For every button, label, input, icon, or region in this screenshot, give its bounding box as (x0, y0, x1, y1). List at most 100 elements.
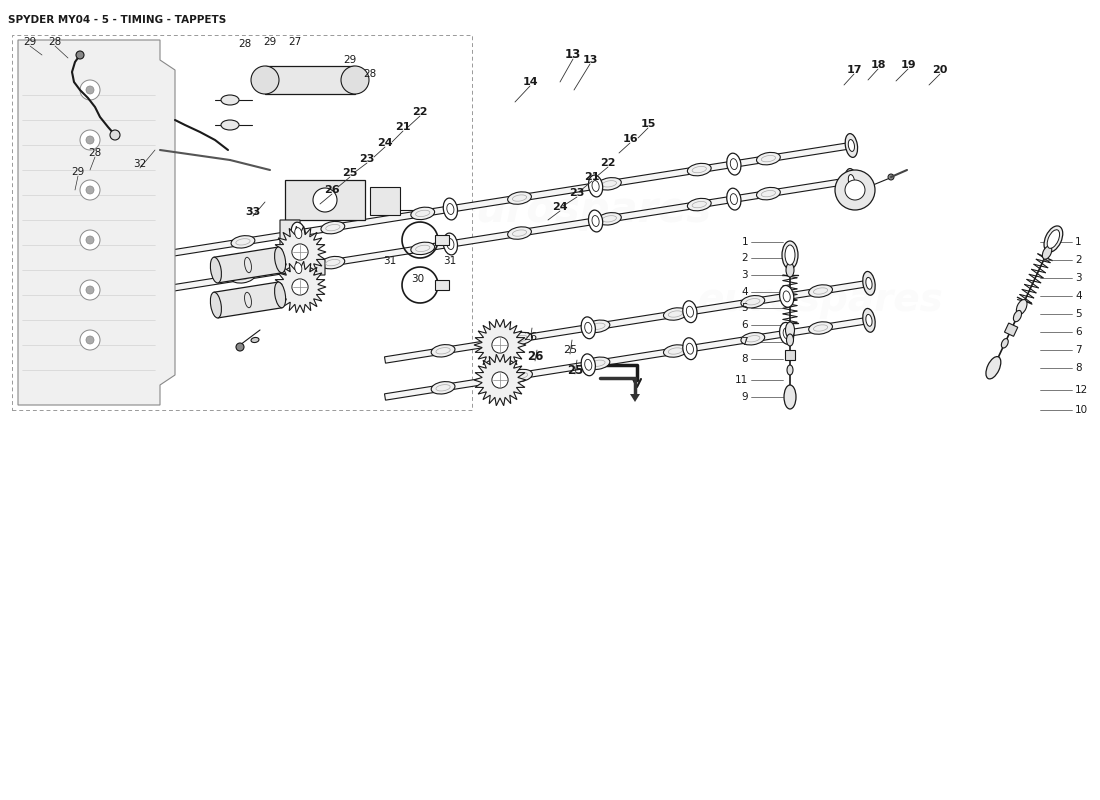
Ellipse shape (292, 257, 306, 279)
Ellipse shape (221, 95, 239, 105)
Ellipse shape (848, 139, 855, 151)
Text: 28: 28 (88, 148, 101, 158)
Text: 7: 7 (741, 337, 748, 347)
Ellipse shape (848, 174, 855, 186)
Circle shape (835, 170, 874, 210)
Polygon shape (385, 317, 869, 400)
Ellipse shape (780, 322, 794, 344)
Bar (12, 35, 472, 410)
Text: 5: 5 (1075, 309, 1081, 319)
Text: 31: 31 (443, 256, 456, 266)
Text: 2: 2 (741, 253, 748, 263)
Circle shape (86, 236, 94, 244)
Circle shape (80, 130, 100, 150)
Circle shape (292, 279, 308, 295)
Text: 29: 29 (343, 55, 356, 65)
Text: eurospares: eurospares (697, 281, 943, 319)
Ellipse shape (1043, 246, 1052, 259)
Text: 24: 24 (552, 202, 568, 212)
Ellipse shape (727, 188, 741, 210)
Text: 24: 24 (377, 138, 393, 148)
Text: 11: 11 (735, 375, 748, 385)
Polygon shape (1004, 323, 1018, 336)
Text: 13: 13 (565, 49, 581, 62)
Text: 13: 13 (582, 55, 597, 65)
Circle shape (80, 230, 100, 250)
Ellipse shape (986, 357, 1001, 379)
Bar (370, 187, 400, 215)
Text: 29: 29 (263, 37, 276, 47)
Ellipse shape (321, 257, 344, 269)
Ellipse shape (730, 158, 737, 170)
Ellipse shape (786, 334, 793, 346)
Text: 7: 7 (1075, 345, 1081, 355)
Text: 3: 3 (741, 270, 748, 280)
Text: 21: 21 (584, 172, 600, 182)
Polygon shape (274, 226, 326, 278)
Text: 3: 3 (1075, 273, 1081, 283)
Text: 28: 28 (239, 39, 252, 49)
Text: 8: 8 (741, 354, 748, 364)
Ellipse shape (586, 357, 609, 370)
Ellipse shape (688, 163, 712, 176)
Polygon shape (385, 280, 869, 363)
Text: 29: 29 (23, 37, 36, 47)
Circle shape (314, 188, 337, 212)
Ellipse shape (210, 292, 221, 318)
Text: 26: 26 (522, 332, 537, 342)
Polygon shape (213, 282, 282, 318)
Ellipse shape (783, 328, 790, 339)
Text: 23: 23 (570, 188, 585, 198)
Circle shape (888, 174, 894, 180)
Text: 16: 16 (623, 134, 638, 144)
Ellipse shape (786, 263, 794, 277)
Text: 22: 22 (601, 158, 616, 168)
Ellipse shape (295, 228, 301, 238)
Circle shape (492, 337, 508, 353)
Ellipse shape (410, 242, 435, 254)
Text: SPYDER MY04 - 5 - TIMING - TAPPETS: SPYDER MY04 - 5 - TIMING - TAPPETS (8, 15, 227, 25)
Text: 25: 25 (563, 345, 578, 355)
Text: 17: 17 (846, 65, 861, 75)
Ellipse shape (784, 385, 796, 409)
Ellipse shape (741, 333, 764, 345)
Ellipse shape (221, 120, 239, 130)
Ellipse shape (1013, 310, 1022, 322)
Ellipse shape (431, 382, 455, 394)
Ellipse shape (431, 345, 455, 357)
Bar (434, 280, 449, 290)
Text: 28: 28 (48, 37, 62, 47)
Text: 2: 2 (1075, 255, 1081, 265)
Ellipse shape (447, 203, 454, 214)
Text: 19: 19 (900, 60, 916, 70)
Text: 28: 28 (363, 69, 376, 79)
Polygon shape (280, 220, 324, 275)
Circle shape (86, 186, 94, 194)
Text: 4: 4 (741, 287, 748, 297)
Ellipse shape (581, 317, 595, 338)
Text: 14: 14 (522, 77, 538, 87)
Polygon shape (160, 178, 851, 293)
Ellipse shape (688, 198, 712, 211)
Polygon shape (213, 247, 282, 283)
Ellipse shape (508, 332, 532, 345)
Polygon shape (474, 354, 526, 406)
Text: 10: 10 (1075, 405, 1088, 415)
Ellipse shape (597, 178, 622, 190)
Ellipse shape (783, 291, 790, 302)
Ellipse shape (845, 169, 858, 192)
Polygon shape (274, 262, 326, 313)
Text: 22: 22 (412, 107, 428, 117)
Ellipse shape (780, 286, 794, 307)
Text: 21: 21 (395, 122, 410, 132)
Ellipse shape (410, 207, 435, 220)
Ellipse shape (663, 308, 688, 320)
Text: 1: 1 (741, 237, 748, 247)
Ellipse shape (686, 306, 693, 317)
Ellipse shape (786, 365, 793, 375)
Ellipse shape (443, 233, 458, 255)
Ellipse shape (507, 192, 531, 204)
Ellipse shape (757, 153, 780, 165)
Ellipse shape (231, 270, 255, 283)
Text: 29: 29 (72, 167, 85, 177)
